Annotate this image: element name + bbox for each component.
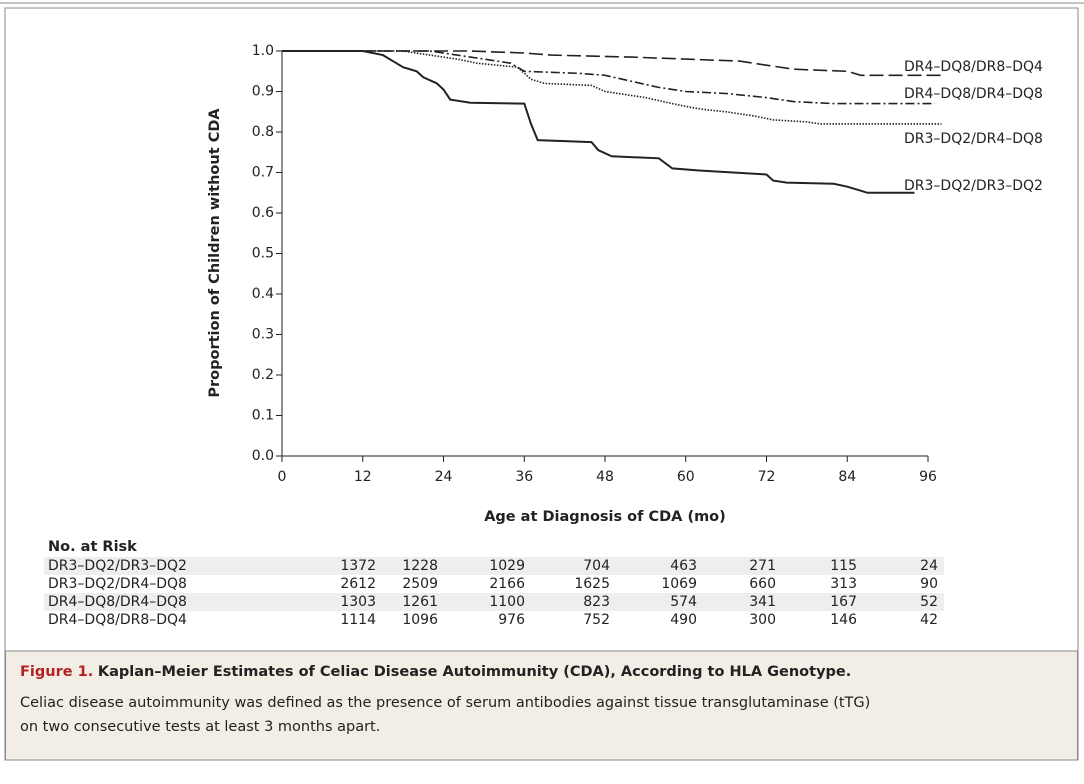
y-tick-label: 0.9 <box>252 84 274 100</box>
x-tick-label: 0 <box>278 469 287 485</box>
y-tick-label: 0.4 <box>252 286 274 302</box>
risk-count: 167 <box>830 594 857 610</box>
row-label: DR3–DQ2/DR3–DQ2 <box>48 558 187 574</box>
caption-label: Figure 1. <box>20 664 93 680</box>
risk-count: 2509 <box>402 576 438 592</box>
y-tick-label: 0.8 <box>252 124 274 140</box>
legend-label: DR4–DQ8/DR8–DQ4 <box>904 59 1043 75</box>
risk-count: 300 <box>749 612 776 628</box>
y-axis-title: Proportion of Children without CDA <box>207 108 223 398</box>
row-band <box>44 557 944 575</box>
risk-count: 90 <box>920 576 938 592</box>
legend-label: DR3–DQ2/DR3–DQ2 <box>904 178 1043 194</box>
km-curve <box>282 50 915 194</box>
y-tick-label: 0.3 <box>252 327 274 343</box>
frame <box>4 7 1079 761</box>
risk-count: 823 <box>583 594 610 610</box>
legend-label: DR4–DQ8/DR4–DQ8 <box>904 86 1043 102</box>
km-curve <box>282 50 935 105</box>
risk-count: 1372 <box>340 558 376 574</box>
risk-count: 660 <box>749 576 776 592</box>
risk-count: 976 <box>498 612 525 628</box>
risk-count: 1114 <box>340 612 376 628</box>
row-label: DR3–DQ2/DR4–DQ8 <box>48 576 187 592</box>
y-tick-label: 0.0 <box>252 448 274 464</box>
x-tick-label: 24 <box>435 469 453 485</box>
km-curve <box>282 50 942 125</box>
risk-count: 1303 <box>340 594 376 610</box>
risk-count: 704 <box>583 558 610 574</box>
risk-count: 341 <box>749 594 776 610</box>
legend-label: DR3–DQ2/DR4–DQ8 <box>904 131 1043 147</box>
caption-box <box>5 650 1078 761</box>
risk-count: 1228 <box>402 558 438 574</box>
row-label: DR4–DQ8/DR8–DQ4 <box>48 612 187 628</box>
x-tick-label: 72 <box>758 469 776 485</box>
caption-line: on two consecutive tests at least 3 mont… <box>20 719 380 735</box>
x-tick-label: 48 <box>596 469 614 485</box>
risk-count: 2166 <box>489 576 525 592</box>
risk-count: 752 <box>583 612 610 628</box>
x-tick-label: 36 <box>515 469 533 485</box>
x-tick-label: 84 <box>838 469 856 485</box>
risk-count: 313 <box>830 576 857 592</box>
km-curve <box>282 50 942 77</box>
x-tick-label: 96 <box>919 469 937 485</box>
risk-count: 24 <box>920 558 938 574</box>
y-tick-label: 0.6 <box>252 205 274 221</box>
risk-count: 1096 <box>402 612 438 628</box>
x-axis-title: Age at Diagnosis of CDA (mo) <box>484 509 726 525</box>
y-tick-label: 1.0 <box>252 43 274 59</box>
risk-count: 574 <box>670 594 697 610</box>
caption-text: Figure 1. Kaplan–Meier Estimates of Celi… <box>20 664 851 680</box>
risk-count: 490 <box>670 612 697 628</box>
risk-count: 271 <box>749 558 776 574</box>
risk-count: 1069 <box>661 576 697 592</box>
caption-title: Kaplan–Meier Estimates of Celiac Disease… <box>98 664 851 680</box>
risk-count: 1100 <box>489 594 525 610</box>
y-tick-label: 0.7 <box>252 165 274 181</box>
row-label: DR4–DQ8/DR4–DQ8 <box>48 594 187 610</box>
risk-count: 1625 <box>574 576 610 592</box>
y-tick-label: 0.5 <box>252 246 274 262</box>
y-tick-label: 0.1 <box>252 408 274 424</box>
risk-count: 463 <box>670 558 697 574</box>
row-band <box>44 593 944 611</box>
risk-count: 1261 <box>402 594 438 610</box>
risk-count: 115 <box>830 558 857 574</box>
risk-count: 146 <box>830 612 857 628</box>
risk-count: 2612 <box>340 576 376 592</box>
risk-count: 1029 <box>489 558 525 574</box>
risk-title: No. at Risk <box>48 539 137 555</box>
risk-count: 42 <box>920 612 938 628</box>
y-tick-label: 0.2 <box>252 367 274 383</box>
x-tick-label: 60 <box>677 469 695 485</box>
caption-line: Celiac disease autoimmunity was defined … <box>20 695 870 711</box>
risk-count: 52 <box>920 594 938 610</box>
x-tick-label: 12 <box>354 469 372 485</box>
